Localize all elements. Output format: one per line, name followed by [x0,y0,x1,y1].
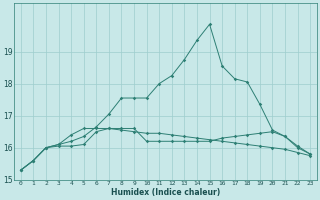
X-axis label: Humidex (Indice chaleur): Humidex (Indice chaleur) [111,188,220,197]
